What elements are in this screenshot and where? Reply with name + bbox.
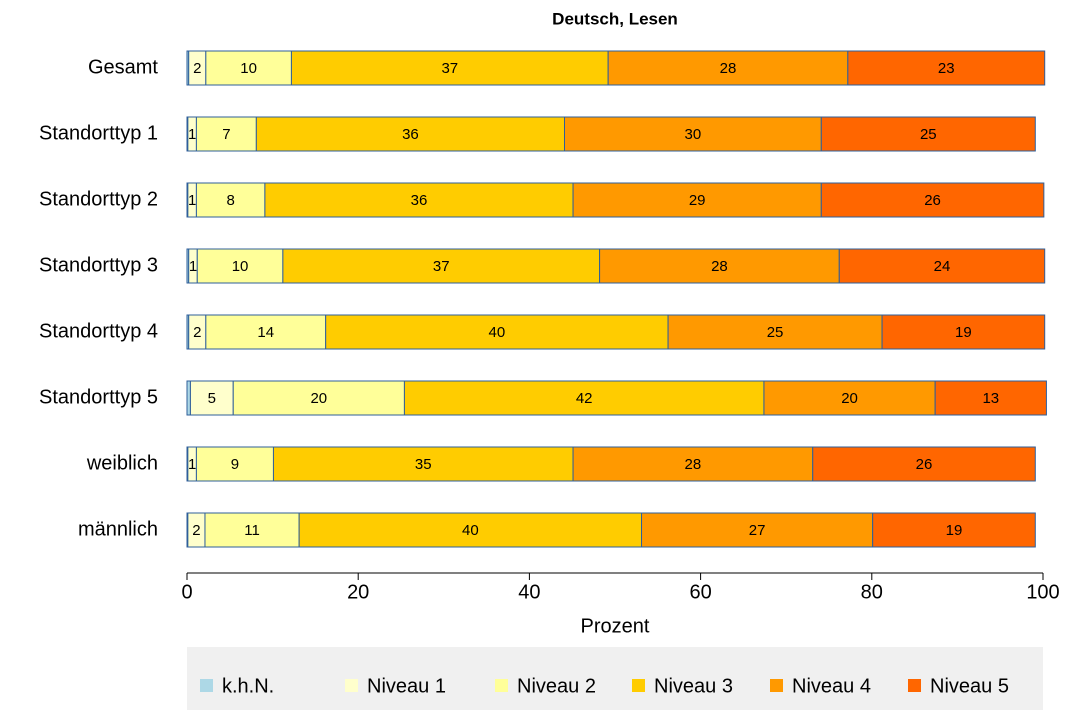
bar-segment xyxy=(872,512,1036,548)
legend-swatch xyxy=(632,679,645,692)
data-label: 1 xyxy=(188,192,196,209)
legend-swatch xyxy=(770,679,783,692)
data-label: 7 xyxy=(222,126,230,143)
bar-segment xyxy=(934,380,1047,416)
data-label: 37 xyxy=(441,60,458,77)
data-label: 25 xyxy=(767,324,784,341)
data-label: 29 xyxy=(689,192,706,209)
bar-segment xyxy=(272,446,574,482)
data-label: 1 xyxy=(188,456,196,473)
x-tick-label: 0 xyxy=(181,581,192,603)
x-tick-label: 100 xyxy=(1026,581,1059,603)
data-label: 25 xyxy=(920,126,937,143)
data-label: 19 xyxy=(955,324,972,341)
bar-segment xyxy=(572,182,822,218)
legend-label: Niveau 5 xyxy=(930,675,1009,697)
y-tick-label: Standorttyp 2 xyxy=(39,188,158,210)
data-label: 30 xyxy=(685,126,702,143)
bar-segment xyxy=(205,50,292,86)
legend-label: Niveau 4 xyxy=(792,675,871,697)
data-label: 2 xyxy=(193,324,201,341)
data-label: 28 xyxy=(720,60,737,77)
y-tick-label: Gesamt xyxy=(88,56,158,78)
data-label: 1 xyxy=(189,258,197,275)
x-tick-label: 40 xyxy=(518,581,540,603)
bar-segment xyxy=(820,116,1036,152)
bar-segment xyxy=(298,512,643,548)
bar-segment xyxy=(812,446,1036,482)
bar-segment xyxy=(838,248,1046,284)
data-label: 8 xyxy=(226,192,234,209)
legend-swatch xyxy=(200,679,213,692)
x-tick-label: 80 xyxy=(861,581,883,603)
bar-segment xyxy=(264,182,574,218)
data-label: 2 xyxy=(192,522,200,539)
data-label: 20 xyxy=(841,390,858,407)
legend-swatch xyxy=(495,679,508,692)
x-axis-label: Prozent xyxy=(581,615,650,637)
bar-segment xyxy=(667,314,883,350)
bar-segment xyxy=(232,380,405,416)
data-label: 35 xyxy=(415,456,432,473)
x-tick-label: 20 xyxy=(347,581,369,603)
data-label: 42 xyxy=(576,390,593,407)
y-tick-label: Standorttyp 3 xyxy=(39,254,158,276)
data-label: 10 xyxy=(232,258,249,275)
bar-segment xyxy=(563,116,822,152)
bar-segment xyxy=(599,248,840,284)
bar-segment xyxy=(403,380,765,416)
data-label: 36 xyxy=(402,126,419,143)
legend-label: Niveau 1 xyxy=(367,675,446,697)
legend-swatch xyxy=(908,679,921,692)
data-label: 26 xyxy=(916,456,933,473)
data-label: 13 xyxy=(982,390,999,407)
data-label: 9 xyxy=(231,456,239,473)
data-label: 10 xyxy=(240,60,257,77)
data-label: 1 xyxy=(188,126,196,143)
chart-title: Deutsch, Lesen xyxy=(552,9,678,28)
data-label: 36 xyxy=(411,192,428,209)
bar-segment xyxy=(607,50,849,86)
data-label: 5 xyxy=(208,390,216,407)
y-tick-label: Standorttyp 4 xyxy=(39,320,158,342)
bar-segment xyxy=(881,314,1046,350)
data-label: 26 xyxy=(924,192,941,209)
y-tick-label: männlich xyxy=(78,518,158,540)
bar-segment xyxy=(572,446,814,482)
bar-segment xyxy=(847,50,1046,86)
x-tick-label: 60 xyxy=(689,581,711,603)
bar-segment xyxy=(820,182,1045,218)
data-label: 37 xyxy=(433,258,450,275)
bar-segment xyxy=(325,314,669,350)
data-label: 28 xyxy=(685,456,702,473)
data-label: 19 xyxy=(946,522,963,539)
y-tick-label: Standorttyp 5 xyxy=(39,386,158,408)
legend-label: Niveau 3 xyxy=(654,675,733,697)
legend-box xyxy=(187,647,1043,710)
bar-segment xyxy=(186,380,191,416)
data-label: 23 xyxy=(938,60,955,77)
y-tick-label: Standorttyp 1 xyxy=(39,122,158,144)
legend-label: Niveau 2 xyxy=(517,675,596,697)
data-label: 40 xyxy=(489,324,506,341)
data-label: 2 xyxy=(193,60,201,77)
y-tick-label: weiblich xyxy=(86,452,158,474)
bar-segment xyxy=(255,116,565,152)
legend-swatch xyxy=(345,679,358,692)
legend-label: k.h.N. xyxy=(222,675,274,697)
bar-segment xyxy=(195,446,274,482)
data-label: 11 xyxy=(244,522,260,539)
data-label: 28 xyxy=(711,258,728,275)
bar-segment xyxy=(205,314,327,350)
data-label: 27 xyxy=(749,522,766,539)
data-label: 20 xyxy=(310,390,327,407)
data-label: 40 xyxy=(462,522,479,539)
data-label: 14 xyxy=(257,324,274,341)
data-label: 24 xyxy=(934,258,951,275)
